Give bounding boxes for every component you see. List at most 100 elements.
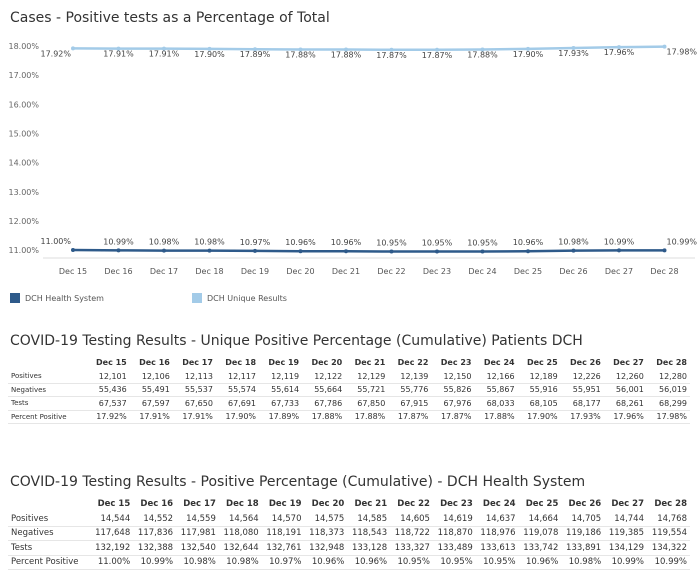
table-cell: 12,150 <box>431 369 475 384</box>
row-label: Tests <box>8 540 91 556</box>
table-cell: 67,915 <box>388 396 432 411</box>
table-cell: 17.88% <box>474 410 518 424</box>
data-label: 17.88% <box>467 50 498 59</box>
legend-swatch-icon <box>192 293 202 303</box>
line-chart: 18.00% 17.00% 16.00% 15.00% 14.00% 13.00% 12.0… <box>8 42 698 276</box>
table-cell: 119,554 <box>647 526 690 541</box>
y-tick-label: 11.00% <box>8 246 39 255</box>
table-cell: 133,128 <box>347 540 391 556</box>
y-tick-label: 16.00% <box>8 100 39 109</box>
table-cell: 14,544 <box>90 511 134 527</box>
data-label: 17.91% <box>149 50 180 59</box>
table-cell: 12,280 <box>646 369 690 384</box>
data-point <box>526 46 530 51</box>
data-label: 17.98% <box>667 48 698 57</box>
data-point <box>71 46 75 51</box>
data-point <box>162 46 166 51</box>
column-header: Dec 21 <box>354 358 386 368</box>
table-cell: 132,388 <box>133 540 177 556</box>
column-header: Dec 19 <box>268 358 300 368</box>
table-cell: 133,891 <box>561 540 605 556</box>
unique-results-table: Dec 15 Dec 16 Dec 17 Dec 18 Dec 19 Dec 20 Dec … <box>8 356 690 424</box>
table-cell: 17.98% <box>646 410 690 424</box>
x-tick-label: Dec 18 <box>195 267 223 276</box>
table-cell: 133,489 <box>432 540 476 556</box>
table-cell: 14,564 <box>218 511 262 527</box>
data-label: 10.98% <box>558 238 589 247</box>
data-label: 17.88% <box>331 50 362 59</box>
data-point <box>389 249 394 254</box>
table-cell: 17.88% <box>302 410 346 424</box>
row-label: Negatives <box>8 526 91 541</box>
table-cell: 132,192 <box>90 540 134 556</box>
table-cell: 68,033 <box>474 396 518 411</box>
column-header: Dec 21 <box>354 499 388 510</box>
y-tick-label: 12.00% <box>8 217 39 226</box>
column-header: Dec 16 <box>139 358 170 368</box>
x-tick-label: Dec 23 <box>423 267 451 276</box>
data-label: 17.87% <box>376 51 407 60</box>
column-header: Dec 22 <box>397 358 429 368</box>
column-header: Dec 27 <box>611 499 644 510</box>
table-cell: 118,870 <box>432 526 476 541</box>
table-cell: 12,260 <box>603 369 647 384</box>
table-cell: 10.95% <box>475 555 519 570</box>
legend-item-unique-results[interactable]: DCH Unique Results <box>192 293 287 303</box>
column-header: Dec 23 <box>440 499 473 510</box>
table-cell: 14,605 <box>390 511 433 527</box>
data-label: 17.87% <box>422 51 453 60</box>
table-cell: 119,186 <box>561 526 605 541</box>
y-tick-label: 15.00% <box>8 129 39 138</box>
data-label: 10.99% <box>667 237 698 246</box>
health-system-table: Dec 15 Dec 16 Dec 17 Dec 18 Dec 19 Dec 20 Dec … <box>8 497 690 570</box>
row-label: Percent Positive <box>8 555 91 570</box>
x-tick-label: Dec 15 <box>59 267 87 276</box>
data-label: 10.95% <box>467 239 498 248</box>
table-cell: 17.92% <box>86 410 130 424</box>
data-point <box>389 47 394 52</box>
table-cell: 12,113 <box>172 369 216 384</box>
data-label: 10.96% <box>513 238 544 247</box>
column-header: Dec 28 <box>654 499 687 510</box>
data-label: 10.99% <box>103 237 134 246</box>
data-label: 17.96% <box>604 48 635 57</box>
table-cell: 132,644 <box>218 540 262 556</box>
column-header: Dec 17 <box>183 499 216 510</box>
table-cell: 17.90% <box>517 410 561 424</box>
table-cell: 119,078 <box>518 526 562 541</box>
table-cell: 17.91% <box>129 410 173 424</box>
table-row: Negatives 117,648 117,836 117,981 118,080 118… <box>8 526 690 541</box>
column-header: Dec 18 <box>225 358 257 368</box>
table-cell: 14,705 <box>561 511 605 527</box>
x-tick-label: Dec 19 <box>241 267 269 276</box>
table-header-row: Dec 15 Dec 16 Dec 17 Dec 18 Dec 19 Dec 20 Dec … <box>8 497 690 512</box>
column-header: Dec 25 <box>526 358 558 368</box>
table-cell: 56,001 <box>603 383 647 397</box>
table-cell: 14,768 <box>647 511 690 527</box>
data-label: 10.96% <box>331 238 362 247</box>
row-label: Positives <box>8 511 91 527</box>
table-cell: 55,951 <box>560 383 604 397</box>
column-header: Dec 24 <box>482 499 516 510</box>
x-tick-label: Dec 16 <box>104 267 132 276</box>
table-cell: 10.98% <box>218 555 262 570</box>
data-label: 11.00% <box>40 237 71 246</box>
column-header: Dec 26 <box>568 499 602 510</box>
data-point <box>662 248 667 253</box>
data-label: 10.95% <box>422 239 453 248</box>
table-cell: 10.95% <box>390 555 433 570</box>
table-cell: 118,976 <box>475 526 519 541</box>
column-header: Dec 27 <box>613 358 644 368</box>
table-cell: 118,543 <box>347 526 391 541</box>
table-header-row: Dec 15 Dec 16 Dec 17 Dec 18 Dec 19 Dec 20 Dec … <box>8 356 690 370</box>
data-point <box>116 248 121 253</box>
data-label: 10.96% <box>285 238 316 247</box>
column-header: Dec 15 <box>96 358 127 368</box>
table-cell: 118,722 <box>390 526 433 541</box>
table-cell: 12,189 <box>517 369 561 384</box>
table-cell: 134,322 <box>647 540 690 556</box>
data-point <box>662 44 667 49</box>
legend-item-health-system[interactable]: DCH Health System <box>10 293 104 303</box>
table-cell: 14,570 <box>261 511 305 527</box>
data-label: 17.90% <box>513 50 544 59</box>
